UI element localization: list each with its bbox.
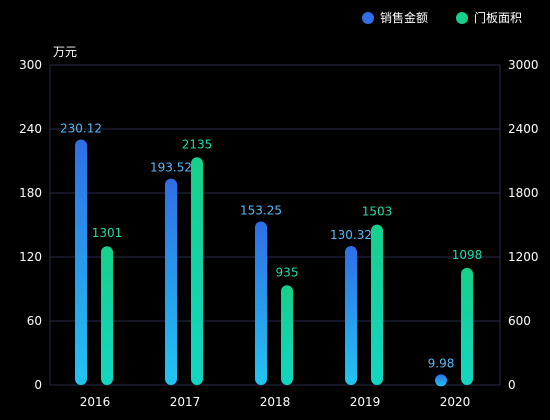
data-label-sales-2020: 9.98 (428, 356, 455, 370)
bar-sales-2017[interactable] (165, 178, 177, 385)
x-tick-label: 2017 (170, 395, 201, 409)
bar-area-2018[interactable] (281, 285, 293, 385)
y-left-tick-label: 300 (19, 58, 42, 72)
bar-area-2016[interactable] (101, 246, 113, 385)
data-label-area-2017: 2135 (182, 137, 213, 151)
data-label-area-2016: 1301 (92, 226, 123, 240)
legend-marker-area (456, 12, 468, 24)
data-label-sales-2018: 153.25 (240, 204, 282, 218)
legend-item-area[interactable]: 门板面积 (456, 10, 522, 25)
y-left-tick-label: 120 (19, 250, 42, 264)
bar-area-2019[interactable] (371, 224, 383, 385)
data-label-sales-2019: 130.32 (330, 228, 372, 242)
grid-lines (49, 64, 501, 386)
data-label-sales-2017: 193.52 (150, 161, 192, 175)
data-labels: 230.12 1301 193.52 2135 153.25 935 130.32 1503 9… (60, 122, 482, 371)
data-label-sales-2016: 230.12 (60, 122, 102, 136)
legend[interactable]: 销售金额 门板面积 (362, 10, 522, 25)
axes: 万元 0601201802403000600120018002400300020… (19, 45, 538, 409)
y-right-tick-label: 0 (508, 378, 516, 392)
legend-marker-sales (362, 12, 374, 24)
x-tick-label: 2019 (350, 395, 381, 409)
y-left-tick-label: 240 (19, 122, 42, 136)
legend-label-area: 门板面积 (474, 10, 522, 25)
data-label-area-2019: 1503 (362, 205, 393, 219)
y-left-tick-label: 180 (19, 186, 42, 200)
x-tick-label: 2016 (80, 395, 111, 409)
bar-sales-2018[interactable] (255, 221, 267, 385)
y-right-tick-label: 600 (508, 314, 531, 328)
bar-sales-2016[interactable] (75, 139, 87, 385)
bars (75, 139, 473, 387)
legend-item-sales[interactable]: 销售金额 (362, 10, 428, 25)
y-right-tick-label: 1200 (508, 250, 539, 264)
y-right-tick-label: 1800 (508, 186, 539, 200)
y-right-tick-label: 3000 (508, 58, 539, 72)
bar-area-2017[interactable] (191, 157, 203, 385)
bar-sales-2020[interactable] (435, 374, 447, 387)
y-right-tick-label: 2400 (508, 122, 539, 136)
y-axis-unit-label: 万元 (53, 45, 77, 59)
y-left-tick-label: 0 (34, 378, 42, 392)
bar-sales-2019[interactable] (345, 245, 357, 385)
y-left-tick-label: 60 (27, 314, 42, 328)
legend-label-sales: 销售金额 (380, 10, 428, 25)
data-label-area-2018: 935 (276, 265, 299, 279)
bar-area-2020[interactable] (461, 267, 473, 385)
x-tick-label: 2018 (260, 395, 291, 409)
data-label-area-2020: 1098 (452, 248, 483, 262)
x-tick-label: 2020 (440, 395, 471, 409)
